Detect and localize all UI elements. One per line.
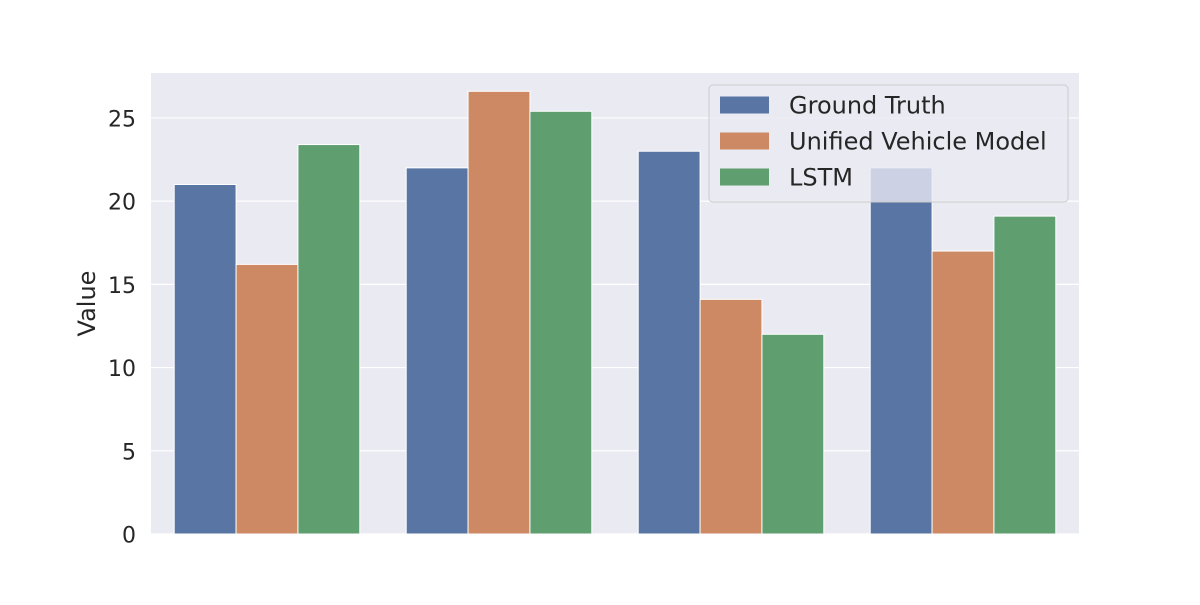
- legend-swatch: [720, 96, 769, 114]
- bar-unified-vehicle-model: [699, 298, 763, 535]
- legend-label: LSTM: [789, 164, 853, 192]
- legend-label: Unified Vehicle Model: [789, 128, 1047, 156]
- legend-swatch: [720, 132, 769, 150]
- y-axis-label: Value: [73, 271, 101, 337]
- bar-ground-truth: [405, 167, 469, 535]
- y-tick-label: 5: [122, 440, 136, 465]
- bar-unified-vehicle-model: [235, 263, 299, 535]
- bar-lstm: [761, 333, 825, 535]
- bar-unified-vehicle-model: [931, 250, 995, 535]
- y-tick-label: 0: [122, 524, 136, 549]
- legend-box: [708, 84, 1069, 203]
- y-tick-label: 25: [108, 107, 136, 132]
- y-tick-label: 10: [108, 357, 136, 382]
- bars: [173, 90, 1057, 535]
- y-tick-label: 20: [108, 191, 136, 216]
- bar-lstm: [529, 110, 593, 535]
- bar-ground-truth: [869, 167, 933, 535]
- bar-ground-truth: [637, 150, 701, 535]
- bar-lstm: [297, 144, 361, 535]
- y-tick-label: 15: [108, 274, 136, 299]
- legend-label: Ground Truth: [789, 92, 946, 120]
- bar-ground-truth: [173, 184, 237, 535]
- bar-lstm: [993, 215, 1057, 535]
- legend: Ground Truth Unified Vehicle Model LSTM: [708, 84, 1069, 203]
- legend-swatch: [720, 168, 769, 186]
- y-axis-ticks: 0 5 10 15 20 25: [108, 107, 136, 548]
- bar-unified-vehicle-model: [467, 90, 531, 535]
